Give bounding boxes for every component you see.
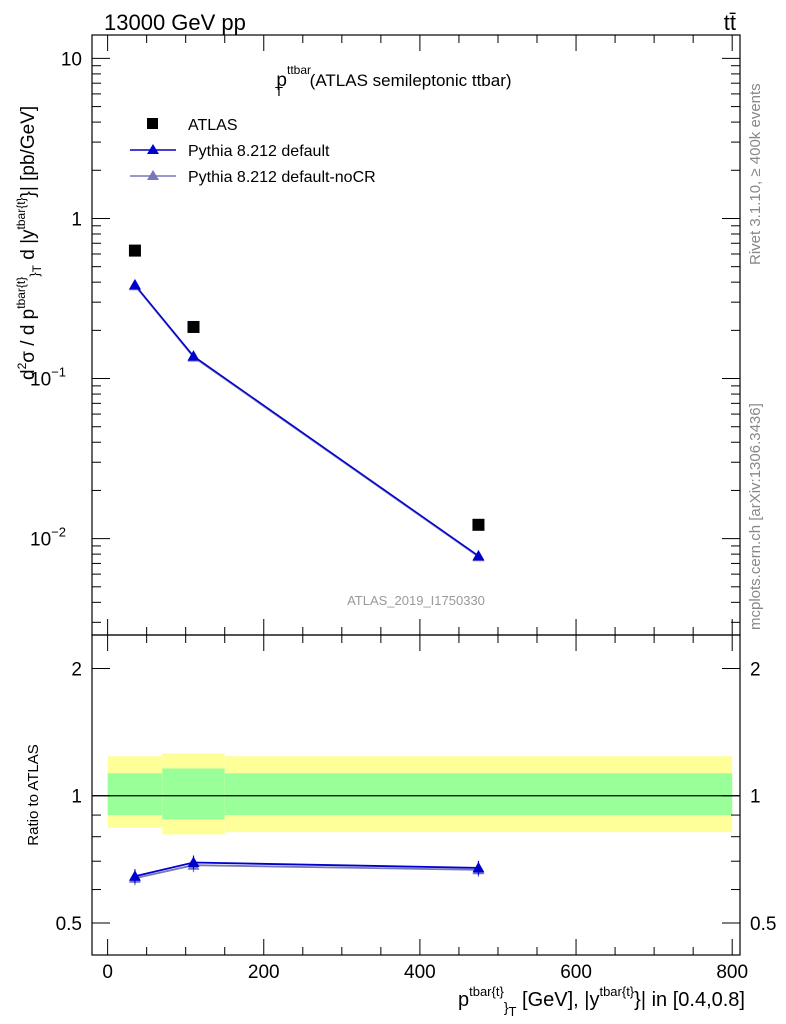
uncertainty-bands xyxy=(92,753,740,835)
series-line-nocr xyxy=(134,285,479,558)
band-inner xyxy=(224,773,733,816)
ratio-y-tick-label-left: 2 xyxy=(71,659,82,680)
ratio-y-tick-label-right: 0.5 xyxy=(750,914,776,935)
ratio-y-tick-label-right: 2 xyxy=(750,659,761,680)
process-label: tt̄ xyxy=(724,10,736,35)
ratio-y-tick-label-left: 0.5 xyxy=(56,914,82,935)
main-y-tick-exponent: −2 xyxy=(51,525,66,540)
ratio-axis-ticks xyxy=(92,635,740,955)
main-axis-ticks xyxy=(92,35,740,635)
ratio-panel: 2 21 10.5 0.5 0 200 400 600 800 Ratio to ATLAS … xyxy=(25,634,777,1019)
ratio-y-tick-label-left: 1 xyxy=(71,787,82,808)
plot-title: pttbar T (ATLAS semileptonic ttbar) xyxy=(275,63,512,99)
data-point-atlas xyxy=(128,244,141,257)
ratio-y-tick-labels: 2 2 1 1 0.5 0.5 xyxy=(56,659,777,935)
x-tick-labels: 0 200 400 600 800 xyxy=(102,962,748,983)
ratio-point-default xyxy=(128,870,141,881)
x-tick-label: 200 xyxy=(248,962,280,983)
ratio-data-marks xyxy=(128,855,485,886)
data-point-default xyxy=(128,278,141,290)
data-point-default xyxy=(187,350,200,361)
data-point-default xyxy=(472,549,485,561)
legend-default-marker xyxy=(147,144,159,154)
legend-default-label: Pythia 8.212 default xyxy=(188,143,330,160)
x-tick-label: 600 xyxy=(560,962,592,983)
main-y-tick-exponent: −1 xyxy=(51,365,66,380)
energy-label: 13000 GeV pp xyxy=(104,10,246,35)
legend: ATLAS Pythia 8.212 default Pythia 8.212 … xyxy=(130,117,376,186)
ratio-y-axis-label: Ratio to ATLAS xyxy=(25,744,42,845)
x-tick-label: 0 xyxy=(102,962,113,983)
legend-nocr-marker xyxy=(147,170,159,180)
rivet-label: Rivet 3.1.10, ≥ 400k events xyxy=(747,83,764,265)
main-y-tick-label: 1 xyxy=(71,209,82,230)
legend-nocr-label: Pythia 8.212 default-noCR xyxy=(188,169,376,186)
band-inner xyxy=(107,773,163,816)
main-data-marks xyxy=(128,244,485,562)
legend-atlas-marker xyxy=(147,118,158,129)
main-y-axis-label: d2σ / d ptbar{t}}T d |ytbar{t}}| [pb/GeV… xyxy=(14,106,44,380)
main-y-tick-label: 10 xyxy=(61,49,82,70)
ratio-y-tick-label-right: 1 xyxy=(750,787,761,808)
x-tick-label: 800 xyxy=(716,962,748,983)
band-inner xyxy=(162,768,225,820)
data-point-atlas xyxy=(187,320,200,333)
data-point-atlas xyxy=(472,518,485,531)
ratio-plot-frame xyxy=(91,634,741,956)
series-line-default xyxy=(134,284,479,557)
mcplots-label: mcplots.cern.ch [arXiv:1306.3436] xyxy=(747,403,764,630)
ratio-point-default xyxy=(187,856,200,868)
x-axis-label: ptbar{t}}T [GeV], |ytbar{t}}| in [0.4,0.… xyxy=(458,984,745,1019)
x-tick-label: 400 xyxy=(404,962,436,983)
main-y-tick-label: 10−2 xyxy=(30,525,66,551)
ratio-point-default xyxy=(472,861,485,873)
legend-atlas-label: ATLAS xyxy=(188,117,238,134)
analysis-watermark: ATLAS_2019_I1750330 xyxy=(347,593,485,608)
